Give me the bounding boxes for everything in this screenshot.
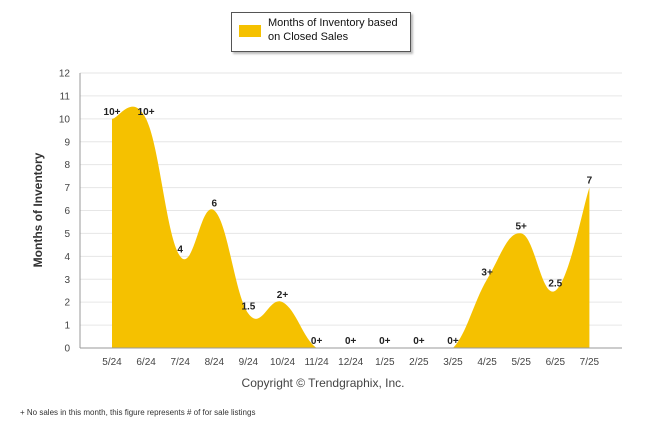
y-tick-label: 4 [64,252,70,263]
copyright-text: Copyright © Trendgraphix, Inc. [241,376,405,390]
data-label: 0+ [311,336,323,347]
data-label: 0+ [379,336,391,347]
data-labels: 10+ 10+ 4 6 1.5 2+ 0+ 0+ 0+ 0+ 0+ 3+ 5+ 2.5 7 [104,107,593,347]
axes [79,73,622,349]
area-series [112,106,590,348]
y-tick-label: 5 [64,229,70,240]
y-tick-label: 1 [64,321,70,332]
data-label: 7 [587,176,593,187]
legend-label-line1: Months of Inventory based [268,17,398,29]
x-tick-label: 7/25 [580,357,600,368]
legend-label: Months of Inventory based on Closed Sale… [268,16,408,44]
x-tick-label: 11/24 [304,357,329,368]
data-label: 10+ [104,107,121,118]
legend: Months of Inventory based on Closed Sale… [231,12,411,52]
y-tick-label: 12 [59,69,71,80]
y-axis-label: Months of Inventory [31,152,45,267]
x-tick-label: 1/25 [375,357,395,368]
x-tick-label: 7/24 [170,357,190,368]
x-tick-label: 6/25 [546,357,566,368]
data-label: 2+ [277,290,289,301]
series-area [112,106,590,348]
x-tick-label: 2/25 [409,357,429,368]
x-tick-label: 3/25 [443,357,463,368]
data-label: 1.5 [241,302,255,313]
y-tick-label: 11 [60,91,71,102]
data-label: 3+ [481,267,493,278]
x-tick-label: 10/24 [270,357,295,368]
y-tick-label: 10 [59,114,71,125]
data-label: 6 [212,199,218,210]
x-tick-label: 9/24 [239,357,259,368]
x-tick-label: 6/24 [136,357,156,368]
y-tick-label: 8 [64,160,70,171]
y-tick-label: 3 [64,275,70,286]
data-label: 10+ [138,107,155,118]
legend-label-line2: on Closed Sales [268,31,349,43]
y-tick-label: 2 [64,298,70,309]
x-tick-label: 8/24 [205,357,225,368]
data-label: 0+ [345,336,357,347]
data-label: 0+ [447,336,459,347]
y-tick-label: 7 [64,183,70,194]
data-label: 5+ [515,221,527,232]
data-label: 4 [177,244,183,255]
x-tick-label: 12/24 [338,357,363,368]
y-tick-label: 9 [64,137,70,148]
x-tick-label: 5/24 [102,357,122,368]
legend-swatch [239,25,261,37]
x-tick-label: 4/25 [477,357,497,368]
data-label: 0+ [413,336,425,347]
x-tick-label: 5/25 [511,357,531,368]
x-tick-labels: 5/24 6/24 7/24 8/24 9/24 10/24 11/24 12/24 1/25 2… [102,357,599,368]
footnote-text: + No sales in this month, this figure re… [20,408,256,417]
data-label: 2.5 [548,279,562,290]
y-tick-label: 0 [64,344,70,355]
y-tick-label: 6 [64,206,70,217]
